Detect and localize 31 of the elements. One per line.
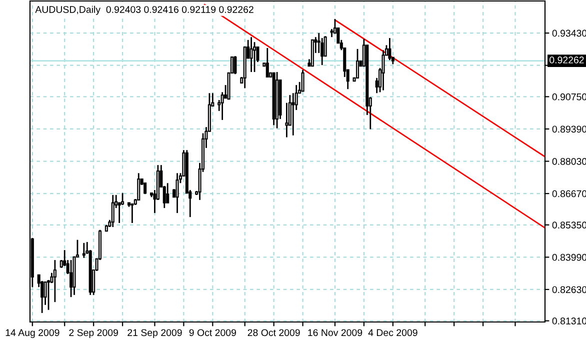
x-tick-label: 9 Oct 2009 (189, 329, 236, 336)
candlestick (176, 172, 179, 214)
x-tick-label: 16 Nov 2009 (308, 329, 362, 336)
candlestick (320, 37, 324, 66)
candlestick (144, 182, 147, 195)
x-tick-label: 21 Sep 2009 (128, 329, 182, 338)
candlestick (382, 49, 385, 91)
x-tick-label: 4 Dec 2009 (368, 329, 418, 336)
x-tick-label: 14 Aug 2009 (6, 329, 60, 338)
candlestick (388, 37, 392, 61)
candlestick (46, 279, 50, 311)
candlestick (53, 259, 56, 303)
candlestick (137, 172, 140, 201)
candlestick (285, 102, 288, 138)
candlestick (301, 69, 304, 92)
candlestick (121, 192, 124, 206)
candlestick (220, 91, 224, 121)
candlestick (82, 242, 86, 259)
candlestick (250, 36, 253, 73)
candlestick (166, 182, 170, 204)
candlestick (130, 203, 134, 224)
x-tick-label: 28 Oct 2009 (248, 329, 300, 336)
candlestick (356, 48, 360, 79)
candlestick (234, 55, 237, 75)
chart-title: AUDUSD,Daily 0.92403 0.92416 0.92119 0.92262 (35, 6, 254, 15)
candlestick (266, 47, 269, 78)
ref-line-label: 0.92262 (550, 56, 584, 64)
x-tick-label: 2 Sep 2009 (69, 329, 118, 338)
candlestick (111, 194, 114, 228)
candlestick (252, 41, 256, 73)
candlestick (70, 259, 73, 298)
